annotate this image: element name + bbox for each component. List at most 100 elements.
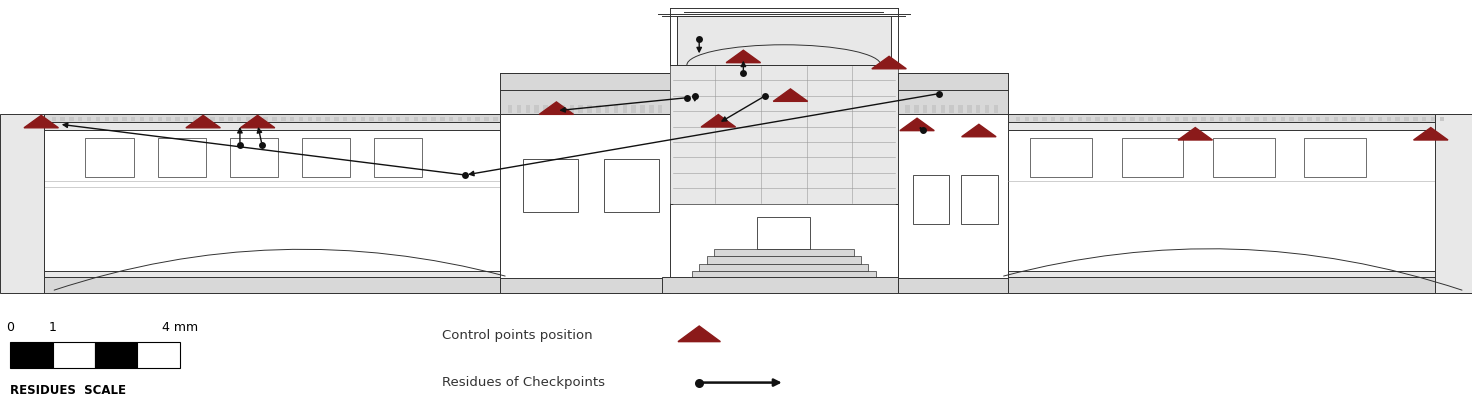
Bar bbox=[923, 105, 927, 113]
Bar bbox=[369, 117, 374, 121]
Bar bbox=[1008, 114, 1472, 122]
Bar bbox=[604, 159, 659, 212]
Bar bbox=[1060, 117, 1064, 121]
Bar bbox=[113, 117, 118, 121]
Bar bbox=[52, 117, 56, 121]
Bar bbox=[649, 105, 654, 113]
Bar bbox=[230, 138, 278, 177]
Bar bbox=[1254, 117, 1259, 121]
Bar bbox=[1342, 117, 1347, 121]
Bar bbox=[1369, 117, 1373, 121]
Bar bbox=[1325, 117, 1329, 121]
Bar bbox=[440, 117, 445, 121]
Bar bbox=[414, 117, 418, 121]
Bar bbox=[932, 105, 936, 113]
Bar bbox=[1095, 117, 1100, 121]
Bar bbox=[1183, 117, 1188, 121]
Bar bbox=[378, 117, 383, 121]
Bar bbox=[1201, 117, 1206, 121]
Bar bbox=[1069, 117, 1073, 121]
Bar bbox=[552, 105, 556, 113]
Bar bbox=[1304, 138, 1366, 177]
Bar bbox=[707, 256, 861, 264]
Bar bbox=[692, 271, 876, 278]
Bar bbox=[255, 117, 259, 121]
Polygon shape bbox=[1178, 127, 1213, 140]
Bar bbox=[302, 138, 350, 177]
Bar bbox=[1228, 117, 1232, 121]
Bar bbox=[640, 105, 645, 113]
Polygon shape bbox=[701, 114, 736, 127]
Bar bbox=[1219, 117, 1223, 121]
Text: RESIDUES  SCALE: RESIDUES SCALE bbox=[10, 384, 127, 397]
Bar bbox=[193, 117, 197, 121]
Bar bbox=[662, 277, 905, 293]
Bar bbox=[578, 105, 583, 113]
Bar bbox=[467, 117, 471, 121]
Bar bbox=[1008, 277, 1472, 293]
Bar bbox=[299, 117, 303, 121]
Polygon shape bbox=[185, 115, 221, 128]
Bar bbox=[1008, 122, 1472, 130]
Bar bbox=[1351, 117, 1356, 121]
Bar bbox=[158, 138, 206, 177]
Bar bbox=[677, 286, 891, 293]
Bar bbox=[1281, 117, 1285, 121]
Bar bbox=[0, 114, 44, 293]
Polygon shape bbox=[726, 50, 761, 63]
Text: Residues of Checkpoints: Residues of Checkpoints bbox=[442, 376, 605, 389]
Bar bbox=[69, 117, 74, 121]
Bar bbox=[1440, 117, 1444, 121]
Bar bbox=[137, 342, 180, 368]
Bar bbox=[1042, 117, 1047, 121]
Text: 4 mm: 4 mm bbox=[162, 321, 197, 334]
Bar bbox=[1033, 117, 1038, 121]
Bar bbox=[325, 117, 330, 121]
Bar bbox=[290, 117, 294, 121]
Bar bbox=[1334, 117, 1338, 121]
Bar bbox=[517, 105, 521, 113]
Bar bbox=[958, 105, 963, 113]
Bar bbox=[158, 117, 162, 121]
Polygon shape bbox=[1413, 127, 1448, 140]
Bar bbox=[699, 264, 868, 271]
Bar bbox=[1008, 130, 1472, 293]
Bar bbox=[1030, 138, 1092, 177]
Bar bbox=[1422, 117, 1426, 121]
Bar bbox=[949, 105, 954, 113]
Polygon shape bbox=[871, 56, 907, 69]
Bar bbox=[149, 117, 153, 121]
Bar bbox=[475, 117, 480, 121]
Bar bbox=[1263, 117, 1267, 121]
Bar bbox=[623, 105, 627, 113]
Bar bbox=[898, 278, 1008, 293]
Bar bbox=[1086, 117, 1091, 121]
Bar bbox=[614, 105, 618, 113]
Bar bbox=[596, 105, 601, 113]
Bar bbox=[387, 117, 392, 121]
Bar bbox=[140, 117, 144, 121]
Polygon shape bbox=[961, 124, 997, 137]
Bar bbox=[1245, 117, 1250, 121]
Polygon shape bbox=[24, 115, 59, 128]
Bar bbox=[484, 117, 489, 121]
Bar bbox=[1175, 117, 1179, 121]
Bar bbox=[500, 114, 670, 293]
Bar bbox=[670, 8, 898, 293]
Bar bbox=[941, 105, 945, 113]
Bar bbox=[1025, 117, 1029, 121]
Bar bbox=[60, 117, 65, 121]
Bar bbox=[961, 175, 998, 224]
Bar bbox=[96, 117, 100, 121]
Bar bbox=[1289, 117, 1294, 121]
Bar bbox=[684, 278, 883, 286]
Bar bbox=[523, 159, 578, 212]
Bar bbox=[1008, 271, 1472, 277]
Bar bbox=[44, 122, 500, 130]
Bar bbox=[605, 105, 609, 113]
Text: 0: 0 bbox=[6, 321, 15, 334]
Bar bbox=[631, 105, 636, 113]
Bar bbox=[1272, 117, 1276, 121]
Bar bbox=[1166, 117, 1170, 121]
Bar bbox=[131, 117, 135, 121]
